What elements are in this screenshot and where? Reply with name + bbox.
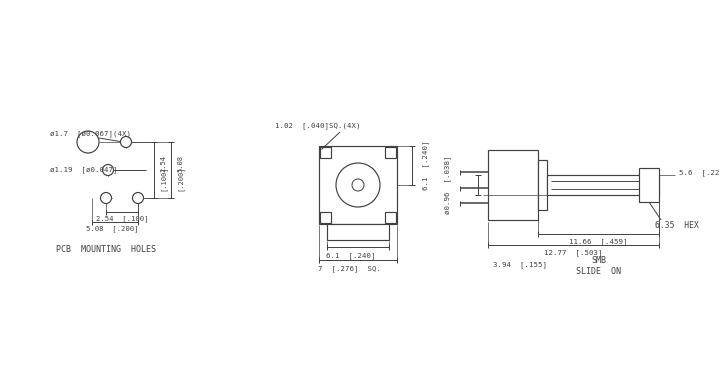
Circle shape <box>336 163 380 207</box>
Text: 3.94  [.155]: 3.94 [.155] <box>493 262 547 268</box>
Circle shape <box>102 165 114 176</box>
Text: 5.08: 5.08 <box>177 154 183 172</box>
Bar <box>547 175 659 195</box>
Bar <box>319 146 397 224</box>
Bar <box>327 224 389 240</box>
Circle shape <box>132 193 143 204</box>
Text: 12.77  [.503]: 12.77 [.503] <box>544 250 603 256</box>
Circle shape <box>77 131 99 153</box>
Text: 6.35  HEX: 6.35 HEX <box>655 222 699 230</box>
Bar <box>320 147 331 158</box>
Text: ø0.96  [.038]: ø0.96 [.038] <box>445 156 451 214</box>
Text: 2.54  [.100]: 2.54 [.100] <box>96 216 148 222</box>
Bar <box>385 147 396 158</box>
Circle shape <box>352 179 364 191</box>
Text: PCB  MOUNTING  HOLES: PCB MOUNTING HOLES <box>56 245 156 255</box>
Text: SMB
SLIDE  ON: SMB SLIDE ON <box>576 256 621 276</box>
Text: 1.02  [.040]SQ.(4X): 1.02 [.040]SQ.(4X) <box>275 122 361 129</box>
Bar <box>538 160 547 210</box>
Bar <box>488 150 538 220</box>
Bar <box>320 212 331 223</box>
Text: 6.1  [.240]: 6.1 [.240] <box>423 141 429 190</box>
Text: 11.66  [.459]: 11.66 [.459] <box>570 239 628 245</box>
Text: 5.6  [.221]: 5.6 [.221] <box>679 170 720 176</box>
Text: 5.08  [.200]: 5.08 [.200] <box>86 226 138 232</box>
Text: ø1.7  [ø0.067](4X): ø1.7 [ø0.067](4X) <box>50 131 131 137</box>
Circle shape <box>120 136 132 147</box>
Text: [.200]: [.200] <box>176 165 184 191</box>
Text: ø1.19  [ø0.047]: ø1.19 [ø0.047] <box>50 167 117 174</box>
Text: [.100]: [.100] <box>160 165 166 191</box>
Text: 2.54: 2.54 <box>160 154 166 172</box>
Text: 6.1  [.240]: 6.1 [.240] <box>326 253 376 259</box>
Bar <box>639 168 659 202</box>
Text: 7  [.276]  SQ.: 7 [.276] SQ. <box>318 266 381 272</box>
Bar <box>385 212 396 223</box>
Circle shape <box>101 193 112 204</box>
